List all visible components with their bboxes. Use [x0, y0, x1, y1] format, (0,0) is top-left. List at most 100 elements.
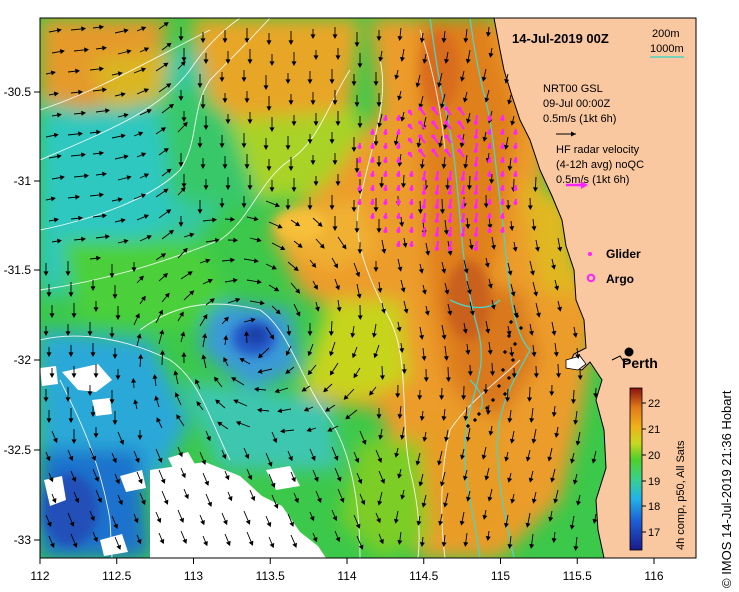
model-vector-head — [72, 542, 78, 548]
model-vector-head — [377, 457, 382, 463]
model-vector-head — [78, 89, 83, 95]
model-vector-head — [245, 519, 251, 525]
model-vector-head — [291, 476, 296, 483]
model-vector-head — [131, 267, 137, 273]
model-vector-head — [528, 330, 534, 336]
model-vector-head — [181, 183, 187, 189]
model-vector-head — [131, 377, 137, 383]
x-tick-label: 112.5 — [102, 569, 131, 583]
model-vector-head — [441, 164, 447, 169]
model-vector-head — [202, 314, 208, 320]
radar-vector-head — [383, 116, 388, 121]
model-vector-head — [393, 518, 399, 524]
model-vector-head — [397, 266, 403, 272]
model-vector-head — [269, 542, 275, 549]
radar-vector-head — [396, 130, 401, 135]
model-vector-head — [227, 496, 233, 502]
radar-vector-head — [418, 106, 423, 111]
model-vector-head — [259, 300, 265, 306]
model-vector-head — [203, 185, 209, 191]
model-vector-head — [59, 49, 65, 55]
radar-vector-head — [383, 130, 388, 135]
model-vector-head — [109, 399, 115, 405]
y-tick-label: -33 — [14, 533, 32, 547]
model-vector-head — [527, 205, 533, 211]
model-vector-head — [403, 308, 409, 314]
model-vector-head — [247, 474, 253, 481]
model-vector-head — [466, 496, 471, 502]
model-vector-head — [425, 250, 431, 256]
model-vector-head — [328, 331, 334, 337]
model-vector-head — [335, 181, 341, 187]
model-vector-head — [90, 352, 96, 358]
radar-vector-head — [473, 218, 478, 223]
model-vector-head — [525, 522, 531, 528]
model-vector-head — [56, 153, 62, 159]
model-vector-head — [380, 478, 385, 484]
model-vector-head — [399, 348, 405, 353]
model-vector-head — [484, 475, 490, 481]
model-vector-head — [487, 224, 493, 229]
model-vector-head — [418, 481, 424, 487]
model-vector-head — [244, 453, 250, 460]
model-vector-head — [97, 497, 102, 503]
glider-point — [496, 383, 502, 389]
radar-vector-head — [500, 228, 505, 233]
model-vector-head — [575, 354, 581, 359]
model-vector-head — [288, 455, 293, 462]
radar-vector-head — [487, 214, 492, 219]
model-vector-head — [485, 410, 491, 415]
model-vector-head — [96, 255, 101, 261]
model-vector-head — [533, 291, 539, 297]
hf-radar-vectors — [357, 106, 518, 251]
model-vector-head — [463, 268, 469, 274]
model-vector-head — [335, 121, 341, 127]
model-vector-head — [324, 407, 331, 412]
model-vector-head — [120, 133, 126, 139]
model-vector-head — [399, 222, 405, 227]
model-vector-head — [90, 515, 95, 522]
model-vector-head — [189, 232, 195, 238]
model-vector-head — [163, 62, 169, 68]
colorbar-tick-label: 20 — [648, 450, 660, 462]
model-vector-head — [354, 42, 360, 48]
model-vector-head — [182, 538, 187, 544]
model-vector-head — [461, 395, 467, 401]
radar-vector-head — [431, 106, 436, 111]
model-vector-head — [135, 313, 140, 319]
model-vector-head — [50, 196, 56, 202]
model-vector-head — [118, 499, 123, 506]
model-vector-head — [256, 237, 262, 243]
model-vector-head — [65, 271, 71, 277]
model-vector-head — [168, 103, 174, 109]
model-vector-head — [550, 477, 556, 483]
model-vector-head — [531, 352, 537, 357]
model-vector-head — [551, 412, 557, 417]
model-vector-head — [120, 92, 126, 98]
model-vector-head — [232, 278, 238, 283]
model-vector-head — [312, 537, 318, 543]
model-vector-head — [181, 57, 187, 63]
model-vector-head — [509, 352, 515, 357]
model-vector-head — [258, 353, 264, 359]
model-vector-head — [176, 414, 181, 420]
colorbar-tick-label: 17 — [648, 527, 660, 539]
model-vector-head — [200, 104, 206, 110]
model-vector-head — [49, 542, 55, 549]
model-vector-head — [181, 472, 186, 479]
model-vector-head — [136, 539, 142, 545]
model-vector-head — [222, 38, 228, 44]
model-vector-head — [53, 132, 59, 138]
model-vector-head — [291, 187, 297, 193]
model-vector-head — [201, 459, 206, 465]
y-tick-label: -32.5 — [4, 443, 32, 457]
model-vector-head — [166, 209, 172, 215]
model-vector-head — [314, 306, 320, 312]
model-vector-head — [416, 142, 422, 148]
model-vector-head — [178, 96, 184, 102]
model-vector-head — [551, 264, 556, 270]
model-vector-head — [397, 162, 403, 167]
model-vector-head — [115, 375, 121, 381]
model-vector-head — [554, 432, 560, 438]
model-vector-head — [357, 249, 363, 255]
